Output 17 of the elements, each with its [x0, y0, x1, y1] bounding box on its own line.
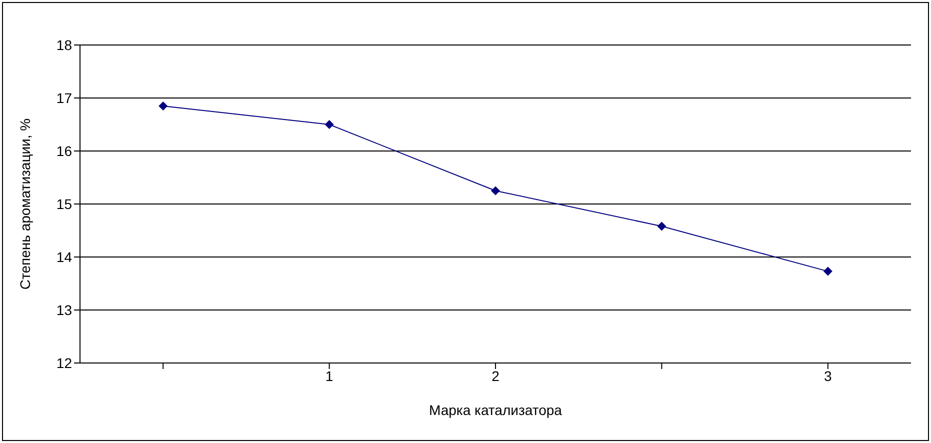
y-tick-label: 16	[56, 142, 72, 159]
y-tick-label: 13	[56, 302, 72, 318]
point	[324, 120, 334, 129]
point	[657, 222, 666, 231]
x-tick-label: 3	[824, 368, 832, 384]
y-tick-label: 18	[56, 36, 72, 53]
x-tick-label: 1	[325, 368, 334, 384]
y-tick-label: 15	[56, 196, 72, 212]
x-tick-label: 2	[492, 368, 500, 384]
point	[491, 186, 500, 196]
y-axis-title: Степень ароматизации, %	[16, 118, 33, 290]
point	[823, 266, 832, 276]
x-axis-title: Марка катализатора	[429, 402, 562, 418]
point	[158, 101, 168, 110]
y-tick-label: 17	[56, 90, 72, 106]
y-tick-label: 12	[56, 354, 72, 371]
y-tick-label: 14	[56, 248, 72, 265]
